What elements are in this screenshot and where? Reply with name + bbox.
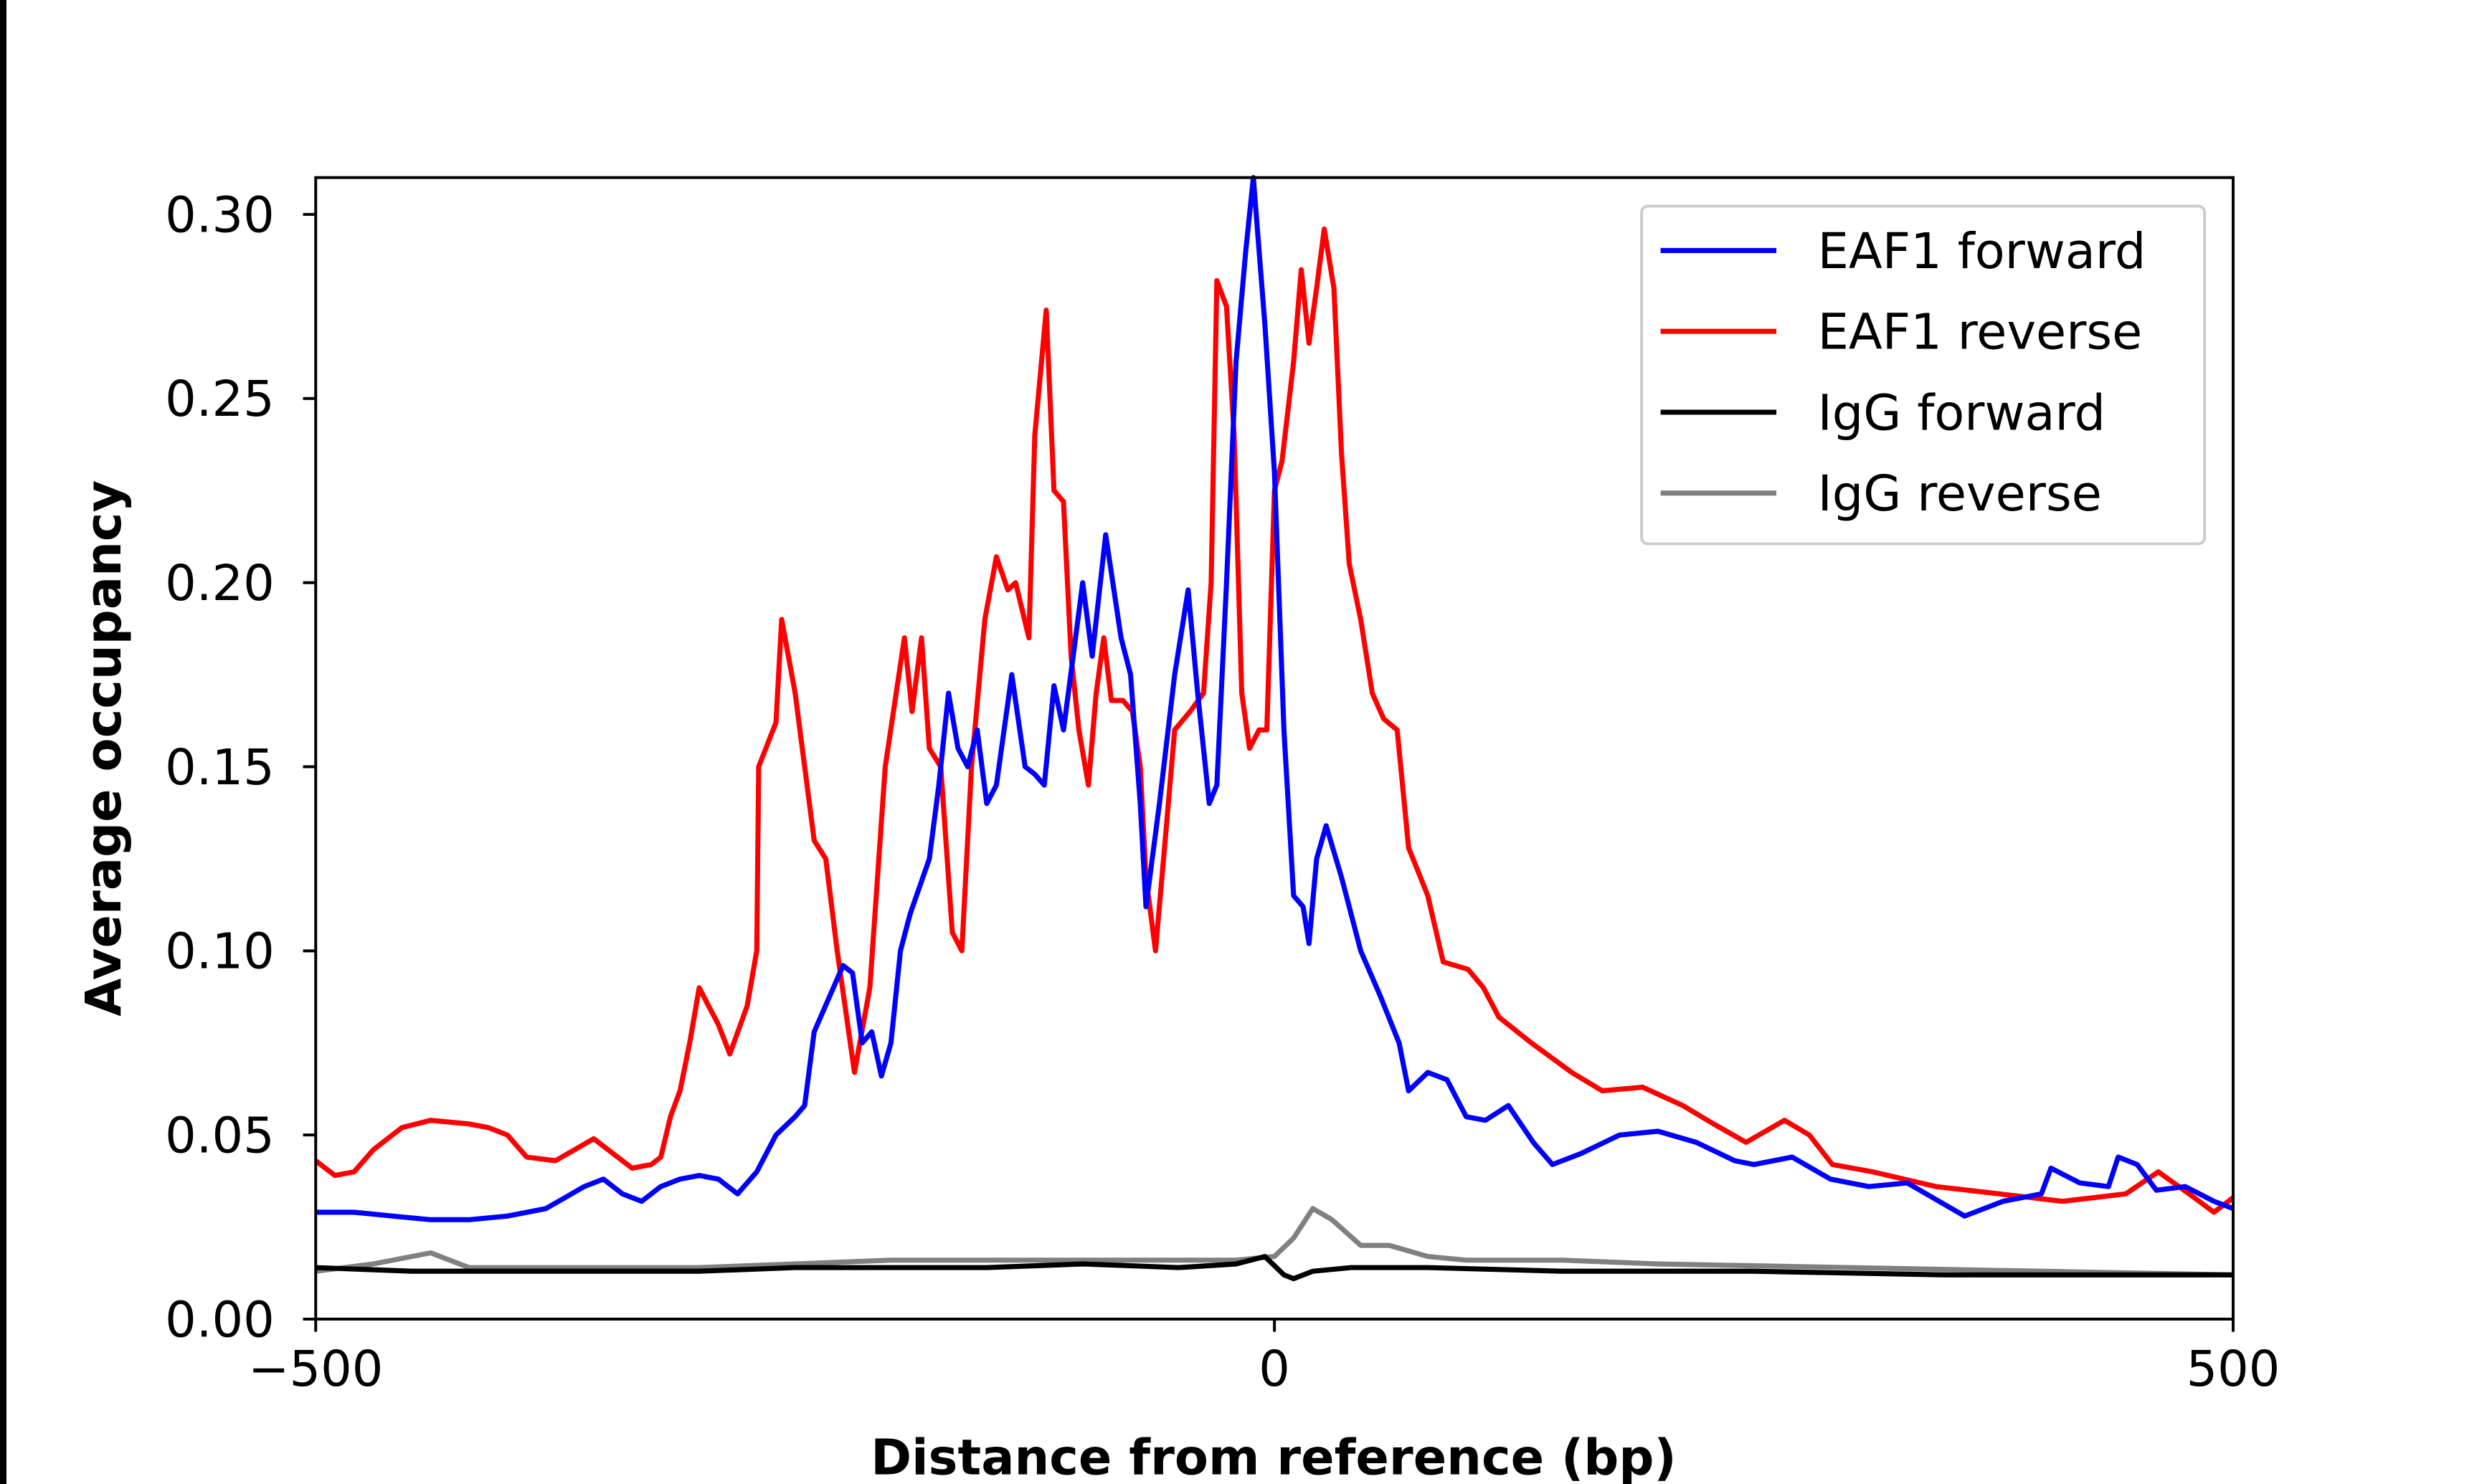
series-lines <box>314 175 2235 1282</box>
x-tick-label: −500 <box>248 1341 383 1398</box>
legend: EAF1 forward EAF1 reverse IgG forward IgG r… <box>1640 204 2207 546</box>
series-line-eaf1-reverse <box>314 227 2235 1215</box>
y-tick-label: 0.00 <box>165 1291 275 1349</box>
y-axis: 0.00 0.05 0.10 0.15 0.20 0.25 0.30 <box>165 186 316 1349</box>
y-tick-label: 0.30 <box>165 186 275 244</box>
legend-box <box>1640 204 2207 546</box>
series-line-eaf1-forward <box>316 175 2235 1222</box>
x-tick-label: 500 <box>2187 1341 2280 1398</box>
x-axis: −500 0 500 <box>248 1319 2280 1398</box>
x-axis-label: Distance from reference (bp) <box>871 1430 1677 1484</box>
legend-label: EAF1 forward <box>1818 223 2146 280</box>
series-line-igg-forward <box>316 1254 2234 1282</box>
window-edge <box>0 0 6 1484</box>
series-line-igg-reverse <box>315 1206 2234 1278</box>
y-tick-label: 0.25 <box>165 371 275 428</box>
x-tick-label: 0 <box>1259 1341 1290 1398</box>
y-tick-label: 0.05 <box>165 1108 275 1165</box>
y-tick-label: 0.10 <box>165 923 275 981</box>
legend-label: IgG reverse <box>1818 465 2102 523</box>
legend-label: EAF1 reverse <box>1818 304 2143 361</box>
y-tick-label: 0.20 <box>165 555 275 612</box>
y-axis-label: Average occupancy <box>75 480 133 1017</box>
legend-label: IgG forward <box>1818 384 2105 442</box>
y-tick-label: 0.15 <box>165 739 275 796</box>
